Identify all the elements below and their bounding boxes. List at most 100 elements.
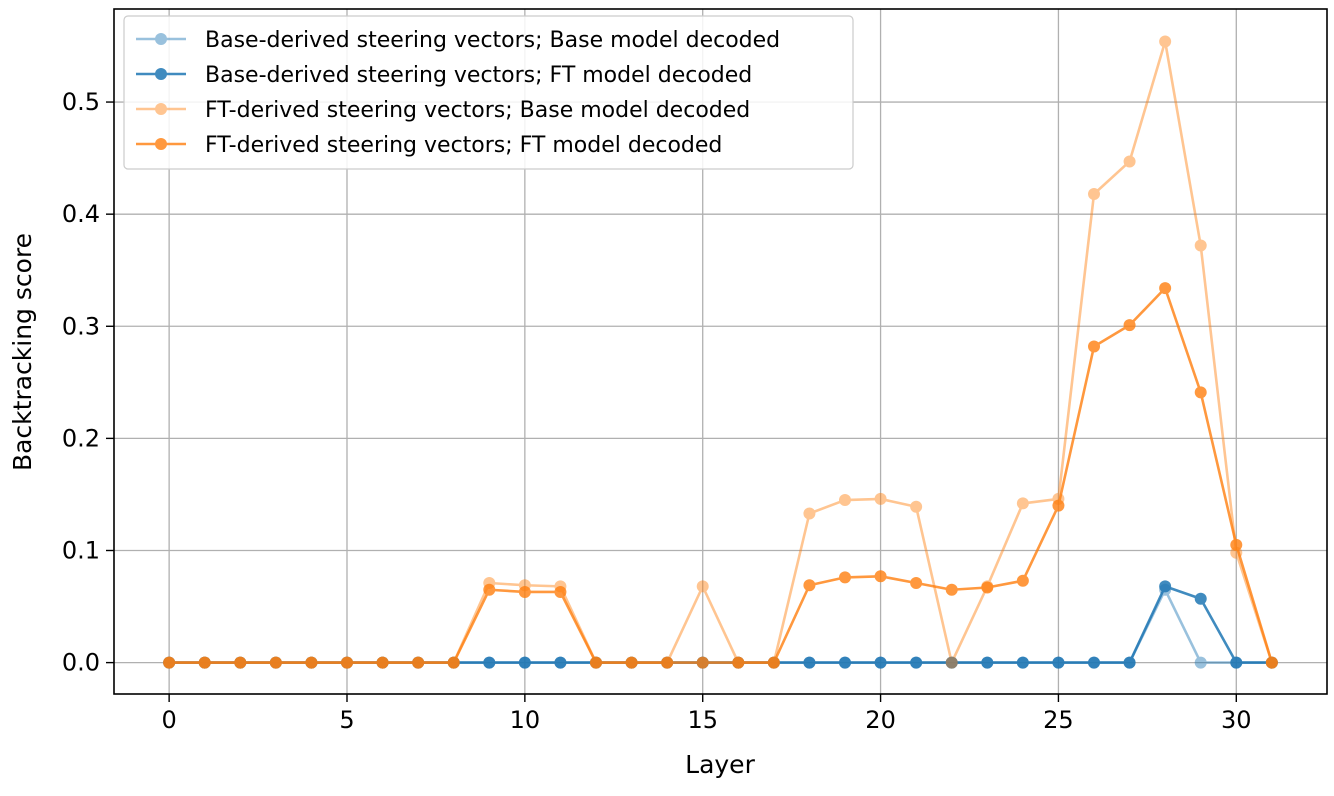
series-point (518, 656, 531, 669)
series-point (483, 656, 496, 669)
series-point (874, 570, 887, 583)
series-point (910, 577, 923, 590)
series-point (1088, 656, 1101, 669)
legend-entry: Base-derived steering vectors; Base mode… (136, 28, 780, 53)
x-tick-label: 15 (687, 706, 718, 734)
series-point (1194, 656, 1207, 669)
legend-box (123, 15, 854, 170)
series-4 (163, 282, 1278, 669)
series-point (1088, 340, 1101, 353)
series-point (1123, 656, 1136, 669)
series-point (839, 571, 852, 584)
series-point (1088, 187, 1101, 200)
series-point (945, 656, 958, 669)
series-point (874, 492, 887, 505)
series-point (803, 656, 816, 669)
y-tick-label: 0.0 (62, 649, 100, 677)
series-point (305, 656, 318, 669)
legend-dot (155, 103, 167, 115)
series-point (874, 656, 887, 669)
y-tick-label: 0.5 (62, 88, 100, 116)
series-point (1123, 155, 1136, 168)
legend-entry: FT-derived steering vectors; Base model … (136, 98, 750, 123)
series-point (839, 656, 852, 669)
y-tick-label: 0.1 (62, 536, 100, 564)
series-point (269, 656, 282, 669)
series-point (1016, 656, 1029, 669)
series-point (1052, 499, 1065, 512)
legend-label: Base-derived steering vectors; FT model … (205, 63, 752, 88)
series-point (1123, 319, 1136, 332)
series-point (1052, 656, 1065, 669)
y-tick-label: 0.2 (62, 424, 100, 452)
series-point (198, 656, 211, 669)
series-point (625, 656, 638, 669)
series-point (1194, 592, 1207, 605)
series-point (661, 656, 674, 669)
y-tick-label: 0.4 (62, 200, 100, 228)
series-point (696, 580, 709, 593)
series-point (767, 656, 780, 669)
series-point (1194, 386, 1207, 399)
x-axis-label: Layer (685, 750, 755, 779)
legend-marker (136, 33, 186, 45)
series-point (803, 507, 816, 520)
series-point (447, 656, 460, 669)
series-point (589, 656, 602, 669)
series-point (234, 656, 247, 669)
y-tick-label: 0.3 (62, 312, 100, 340)
series-point (981, 656, 994, 669)
series-point (412, 656, 425, 669)
series-point (163, 656, 176, 669)
series-point (1230, 538, 1243, 551)
y-tick-labels: 0.0 0.1 0.2 0.3 0.4 0.5 (62, 88, 100, 677)
series-point (483, 583, 496, 596)
series-point (1159, 282, 1172, 295)
legend-marker (136, 68, 186, 80)
series-point (1016, 497, 1029, 510)
series-point (696, 656, 709, 669)
series-point (340, 656, 353, 669)
series-point (1230, 656, 1243, 669)
legend-label: FT-derived steering vectors; Base model … (205, 98, 750, 123)
series-point (839, 494, 852, 507)
x-tick-label: 5 (339, 706, 354, 734)
x-tick-label: 20 (865, 706, 896, 734)
series-point (518, 585, 531, 598)
series-point (1016, 574, 1029, 587)
series-point (945, 656, 958, 669)
legend-label: Base-derived steering vectors; Base mode… (205, 28, 780, 53)
x-tick-label: 30 (1221, 706, 1252, 734)
legend-dot (155, 33, 167, 45)
legend-dot (155, 138, 167, 150)
legend-marker (136, 103, 186, 115)
series-point (554, 585, 567, 598)
series-point (945, 583, 958, 596)
ticks (106, 101, 1237, 702)
legend-dot (155, 68, 167, 80)
legend: Base-derived steering vectors; Base mode… (123, 15, 854, 170)
legend-label: FT-derived steering vectors; FT model de… (205, 133, 722, 158)
y-axis-label: Backtracking score (8, 233, 37, 471)
series-point (1159, 35, 1172, 48)
series-point (910, 656, 923, 669)
x-tick-labels: 0 5 10 15 20 25 30 (161, 706, 1251, 734)
series-point (1265, 656, 1278, 669)
series-layer (163, 35, 1278, 669)
x-tick-label: 10 (510, 706, 541, 734)
legend-marker (136, 138, 186, 150)
series-point (1194, 239, 1207, 252)
plot-frame (113, 8, 1328, 695)
series-point (981, 581, 994, 594)
series-point (910, 500, 923, 513)
series-point (732, 656, 745, 669)
series-point (803, 579, 816, 592)
x-tick-label: 25 (1043, 706, 1074, 734)
legend-entry: Base-derived steering vectors; FT model … (136, 63, 752, 88)
series-point (376, 656, 389, 669)
x-tick-label: 0 (161, 706, 176, 734)
legend-entry: FT-derived steering vectors; FT model de… (136, 133, 722, 158)
series-point (554, 656, 567, 669)
series-point (1159, 580, 1172, 593)
